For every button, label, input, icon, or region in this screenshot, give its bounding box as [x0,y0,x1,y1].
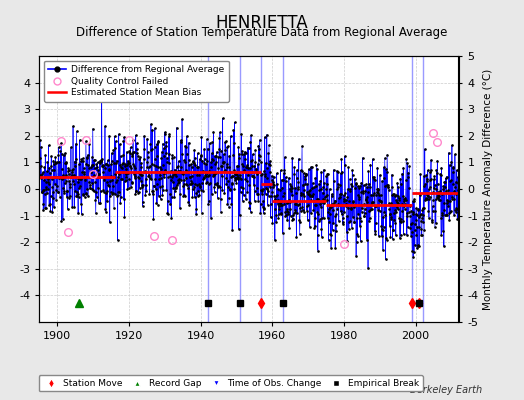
Text: Difference of Station Temperature Data from Regional Average: Difference of Station Temperature Data f… [77,26,447,39]
Text: Berkeley Earth: Berkeley Earth [410,385,482,395]
Legend: Difference from Regional Average, Quality Control Failed, Estimated Station Mean: Difference from Regional Average, Qualit… [44,60,228,102]
Legend: Station Move, Record Gap, Time of Obs. Change, Empirical Break: Station Move, Record Gap, Time of Obs. C… [39,375,422,392]
Y-axis label: Monthly Temperature Anomaly Difference (°C): Monthly Temperature Anomaly Difference (… [483,68,493,310]
Text: HENRIETTA: HENRIETTA [216,14,308,32]
